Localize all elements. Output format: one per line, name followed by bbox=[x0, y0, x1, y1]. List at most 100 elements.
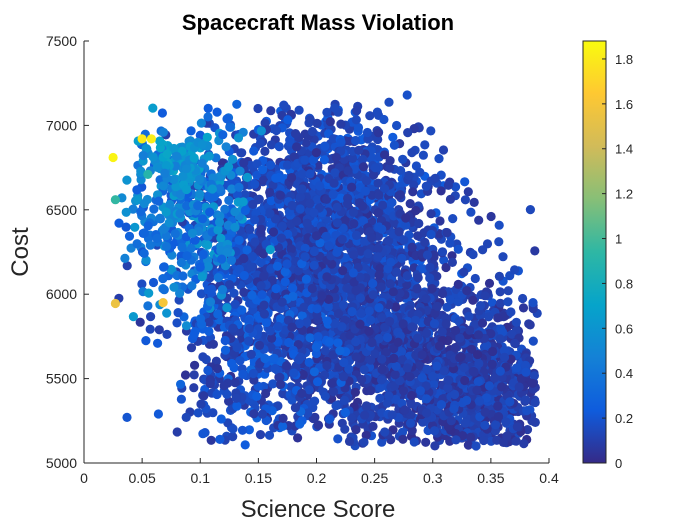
colorbar-tick-label: 0.2 bbox=[615, 411, 633, 426]
data-point bbox=[193, 201, 203, 211]
data-point bbox=[356, 246, 366, 256]
data-point bbox=[528, 336, 538, 346]
data-point bbox=[230, 378, 240, 388]
data-point bbox=[480, 407, 490, 417]
data-point bbox=[164, 218, 174, 228]
data-point bbox=[377, 364, 387, 375]
data-point bbox=[230, 207, 240, 217]
data-point bbox=[268, 227, 279, 237]
data-point bbox=[391, 361, 401, 371]
data-point bbox=[509, 265, 520, 275]
data-point bbox=[367, 337, 377, 348]
data-point bbox=[494, 271, 504, 281]
data-point bbox=[311, 231, 322, 241]
data-point bbox=[415, 167, 425, 177]
data-point bbox=[358, 162, 369, 172]
data-point bbox=[507, 329, 517, 339]
data-point bbox=[405, 372, 415, 382]
data-point bbox=[497, 382, 507, 392]
x-tick-label: 0.35 bbox=[477, 470, 504, 486]
data-point bbox=[361, 176, 372, 186]
data-point bbox=[297, 169, 307, 179]
data-point bbox=[402, 271, 412, 281]
data-point bbox=[487, 359, 497, 369]
data-point bbox=[405, 199, 415, 209]
data-point bbox=[328, 387, 339, 397]
data-point bbox=[392, 120, 402, 131]
data-point bbox=[370, 163, 380, 173]
data-point bbox=[305, 169, 315, 179]
data-point bbox=[450, 389, 460, 400]
data-point bbox=[189, 153, 199, 163]
data-point bbox=[360, 410, 370, 420]
data-point bbox=[367, 233, 377, 243]
data-point bbox=[194, 174, 205, 185]
data-point bbox=[137, 134, 147, 144]
data-point bbox=[160, 168, 170, 178]
data-point bbox=[340, 215, 350, 226]
data-point bbox=[136, 168, 146, 178]
data-point bbox=[307, 126, 317, 137]
data-point bbox=[448, 214, 458, 224]
data-point bbox=[377, 437, 387, 447]
data-point bbox=[360, 236, 370, 247]
data-point bbox=[139, 228, 150, 238]
colorbar-gradient bbox=[582, 40, 607, 464]
data-point bbox=[428, 371, 438, 381]
data-point bbox=[442, 228, 452, 238]
data-point bbox=[368, 290, 378, 300]
data-point bbox=[206, 435, 216, 445]
data-point bbox=[139, 248, 149, 258]
data-point bbox=[320, 391, 330, 401]
data-point bbox=[375, 393, 385, 403]
data-point bbox=[347, 413, 357, 423]
data-point bbox=[152, 233, 162, 243]
data-point bbox=[525, 205, 536, 215]
data-point bbox=[246, 262, 256, 272]
data-point bbox=[226, 255, 237, 265]
x-axis-label: Science Score bbox=[241, 496, 396, 523]
data-point bbox=[132, 185, 142, 195]
data-point bbox=[250, 237, 260, 247]
data-point bbox=[224, 396, 234, 406]
data-point bbox=[121, 222, 131, 232]
data-point bbox=[488, 346, 498, 357]
data-point bbox=[266, 140, 277, 150]
data-point bbox=[256, 281, 266, 291]
data-point bbox=[295, 192, 306, 202]
data-point bbox=[381, 347, 391, 357]
data-point bbox=[266, 196, 276, 206]
data-point bbox=[364, 326, 374, 336]
data-point bbox=[349, 277, 359, 287]
data-point bbox=[456, 352, 466, 362]
data-point bbox=[459, 267, 469, 277]
data-point bbox=[332, 218, 342, 228]
data-point bbox=[339, 357, 349, 368]
data-point bbox=[453, 279, 463, 289]
data-point bbox=[144, 288, 154, 298]
data-point bbox=[278, 421, 288, 431]
data-point bbox=[406, 418, 416, 428]
data-point bbox=[256, 126, 266, 136]
data-point bbox=[519, 439, 529, 449]
data-point bbox=[143, 221, 153, 231]
data-point bbox=[442, 302, 452, 312]
data-point bbox=[336, 193, 346, 203]
data-point bbox=[366, 355, 376, 365]
data-point bbox=[178, 271, 188, 281]
data-point bbox=[494, 237, 504, 247]
data-point bbox=[358, 201, 368, 211]
data-point bbox=[395, 190, 405, 200]
data-point bbox=[304, 357, 314, 367]
data-point bbox=[227, 358, 237, 369]
data-point bbox=[459, 363, 469, 373]
data-point bbox=[392, 267, 402, 277]
data-point bbox=[375, 263, 385, 273]
data-point bbox=[203, 262, 213, 272]
data-point bbox=[398, 319, 408, 329]
data-point bbox=[398, 386, 409, 396]
data-point bbox=[176, 257, 186, 268]
data-point bbox=[145, 240, 155, 250]
data-point bbox=[213, 273, 223, 283]
data-point bbox=[402, 90, 412, 100]
